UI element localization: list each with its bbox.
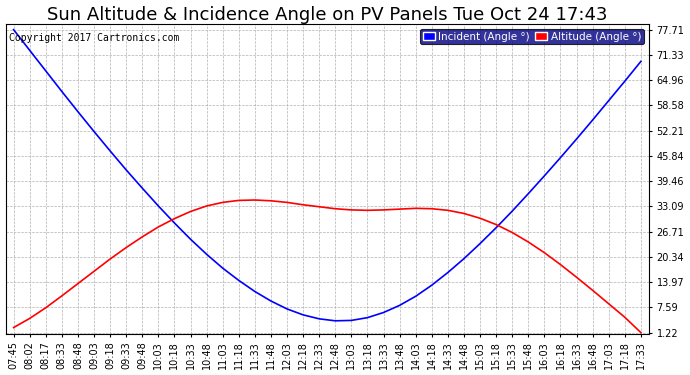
Legend: Incident (Angle °), Altitude (Angle °): Incident (Angle °), Altitude (Angle °) (420, 29, 644, 44)
Text: Copyright 2017 Cartronics.com: Copyright 2017 Cartronics.com (9, 33, 179, 43)
Title: Sun Altitude & Incidence Angle on PV Panels Tue Oct 24 17:43: Sun Altitude & Incidence Angle on PV Pan… (47, 6, 607, 24)
